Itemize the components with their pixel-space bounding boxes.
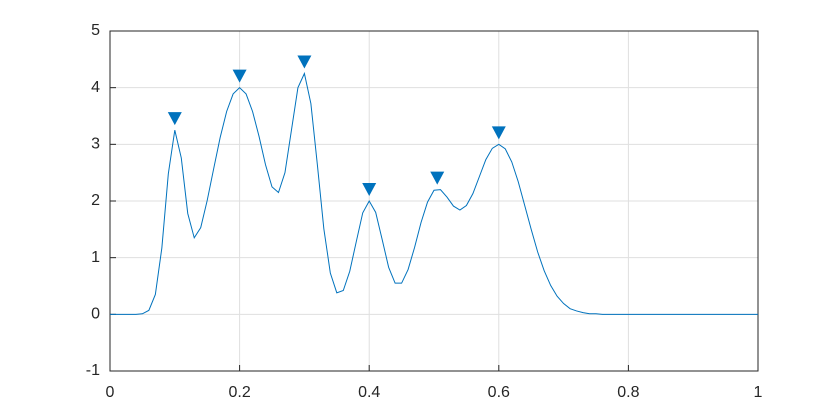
peak-marker: [491, 126, 506, 140]
y-tick-label: 0: [91, 306, 100, 323]
y-tick-label: 5: [91, 22, 100, 39]
plot-frame: [109, 30, 759, 372]
x-tick-label: 0.2: [228, 384, 250, 401]
line: [110, 71, 758, 315]
peak-marker: [430, 171, 445, 185]
y-tick-label: 3: [91, 136, 100, 153]
peak-marker: [232, 69, 247, 83]
y-tick-label: -1: [86, 362, 100, 379]
y-tick-label: 1: [91, 249, 100, 266]
x-tick-label: 0.4: [358, 384, 380, 401]
peak-marker: [362, 183, 377, 196]
y-tick-label: 4: [91, 79, 100, 96]
y-tick-label: 2: [91, 192, 100, 209]
x-tick-label: 0.6: [488, 384, 510, 401]
x-tick-label: 1: [754, 384, 763, 401]
x-tick-label: 0.8: [617, 384, 639, 401]
x-tick-label: 0: [106, 384, 115, 401]
peak-marker: [167, 112, 182, 126]
peak-marker: [297, 55, 312, 69]
